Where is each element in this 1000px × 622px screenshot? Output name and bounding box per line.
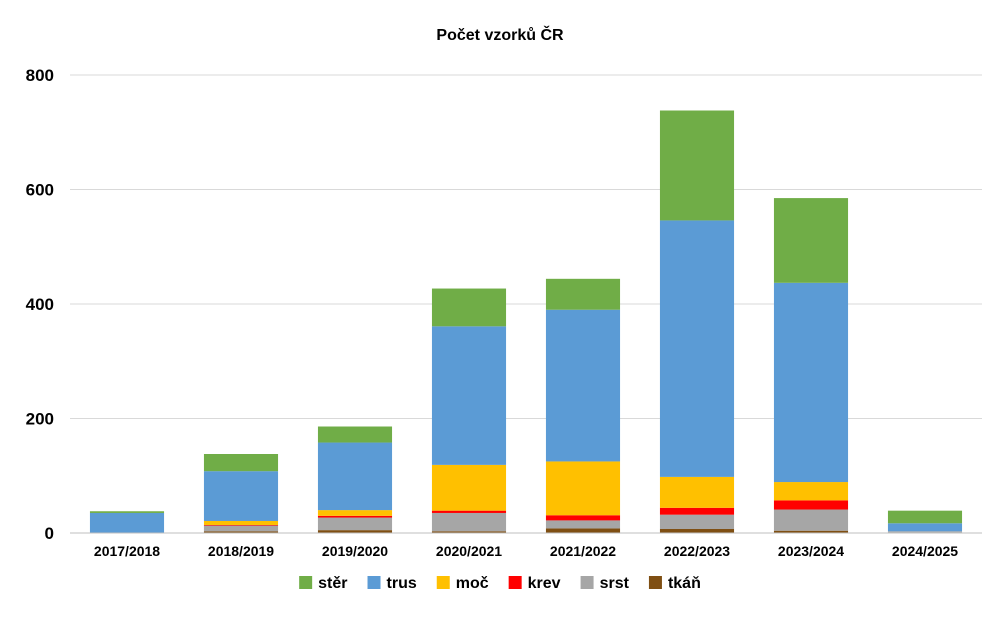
bar-segment-krev (431, 510, 507, 513)
legend-label: tkáň (668, 575, 701, 592)
bar-segment-moč (431, 464, 507, 511)
chart-title: Počet vzorků ČR (436, 25, 564, 44)
bar-segment-trus (89, 512, 165, 533)
x-tick-label: 2018/2019 (208, 543, 274, 559)
x-tick-label: 2017/2018 (94, 543, 160, 559)
bar-segment-stěr (659, 110, 735, 221)
x-tick-label: 2020/2021 (436, 543, 502, 559)
bar-segment-trus (773, 282, 849, 483)
bar-segment-trus (317, 442, 393, 511)
legend-label: trus (387, 575, 417, 592)
bar-segment-stěr (203, 454, 279, 472)
legend-swatch (580, 576, 594, 589)
bar-segment-tkáň (431, 531, 507, 533)
x-tick-label: 2023/2024 (778, 543, 844, 559)
bar-segment-trus (203, 471, 279, 521)
bar-segment-stěr (773, 198, 849, 283)
bar-segment-tkáň (317, 530, 393, 533)
bar-segment-moč (659, 476, 735, 508)
legend-item: stěr (299, 575, 348, 592)
y-tick-label: 600 (26, 181, 54, 200)
bar-segment-stěr (431, 288, 507, 327)
bar-segment-trus (431, 326, 507, 465)
bar-segment-moč (773, 482, 849, 501)
bar-segment-stěr (317, 426, 393, 443)
bar-segment-srst (659, 514, 735, 529)
legend-item: trus (367, 575, 417, 592)
bar-segment-tkáň (659, 528, 735, 533)
legend-swatch (508, 576, 522, 589)
y-tick-label: 0 (45, 524, 54, 543)
y-tick-label: 200 (26, 410, 54, 429)
bar-segment-trus (545, 309, 621, 462)
y-tick-label: 400 (26, 295, 54, 314)
bar-segment-moč (545, 461, 621, 516)
x-tick-label: 2022/2023 (664, 543, 730, 559)
bar-segment-krev (659, 507, 735, 515)
legend-label: srst (600, 575, 630, 592)
bar-segment-trus (659, 220, 735, 477)
bar-segment-srst (887, 531, 963, 533)
x-tick-label: 2024/2025 (892, 543, 958, 559)
bar-segment-krev (773, 500, 849, 510)
bar-segment-stěr (545, 278, 621, 310)
bar-segment-srst (317, 517, 393, 531)
legend-swatch (299, 576, 313, 589)
legend-item: srst (580, 575, 630, 592)
bar-segment-tkáň (203, 531, 279, 533)
x-axis: 2017/2018 2018/2019 2019/2020 2020/2021 2021… (94, 543, 958, 559)
legend-item: krev (508, 575, 561, 592)
bar-segment-srst (545, 520, 621, 529)
x-tick-label: 2019/2020 (322, 543, 388, 559)
legend-item: tkáň (648, 575, 701, 592)
bar-segment-moč (317, 510, 393, 516)
legend-item: moč (436, 575, 489, 592)
legend-swatch (436, 576, 450, 589)
bar-segment-trus (887, 523, 963, 532)
bar-segment-stěr (89, 511, 165, 513)
bar-segment-krev (317, 515, 393, 518)
legend: stěr trus moč krev srst tkáň (299, 575, 701, 592)
bar-segment-krev (203, 524, 279, 526)
legend-swatch (367, 576, 381, 589)
y-tick-label: 800 (26, 66, 54, 85)
bar-segment-tkáň (773, 530, 849, 533)
legend-swatch (648, 576, 662, 589)
y-axis: 0 200 400 600 800 (26, 66, 54, 543)
legend-label: moč (456, 575, 489, 592)
bar-segment-srst (431, 512, 507, 532)
bar-segment-srst (773, 509, 849, 531)
bar-segment-krev (545, 515, 621, 521)
legend-label: stěr (318, 575, 347, 592)
bar-segment-stěr (887, 510, 963, 524)
x-tick-label: 2021/2022 (550, 543, 616, 559)
bars (89, 110, 963, 533)
bar-segment-tkáň (545, 528, 621, 533)
bar-segment-srst (203, 525, 279, 532)
bar-segment-moč (203, 520, 279, 525)
legend-label: krev (528, 575, 561, 592)
